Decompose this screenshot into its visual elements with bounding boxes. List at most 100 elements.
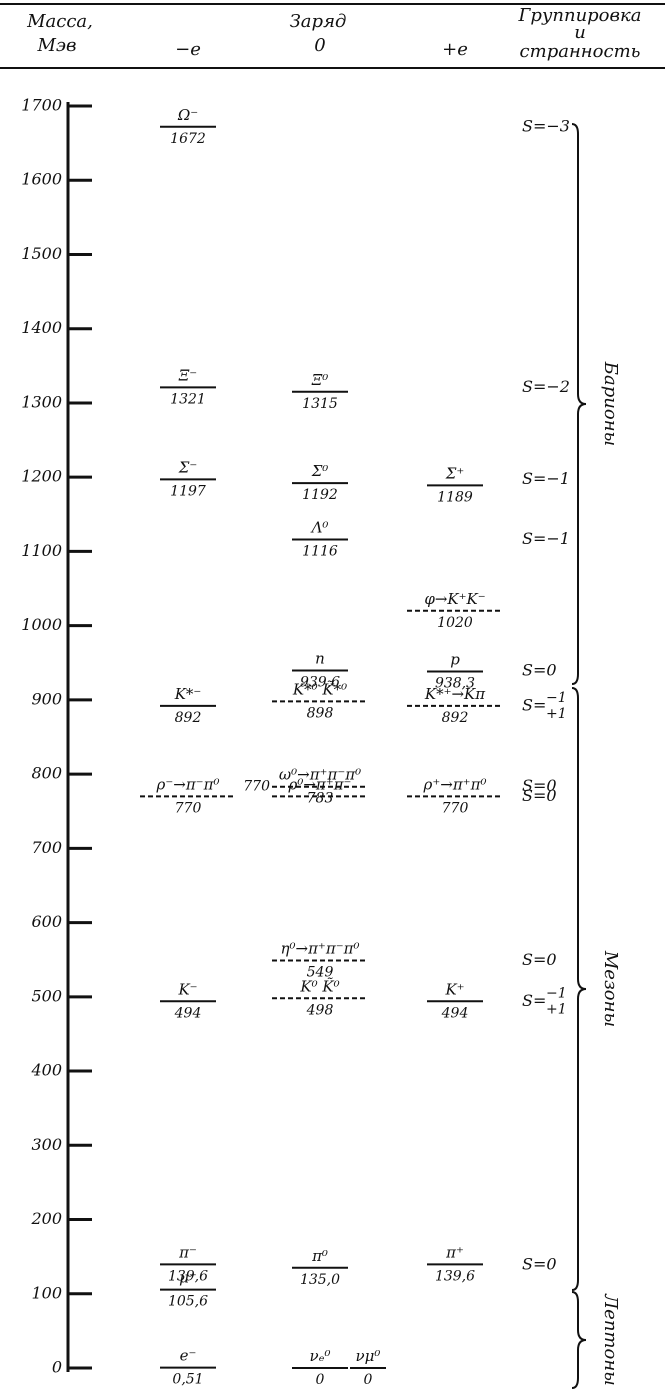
mass-label: 1116 — [302, 544, 338, 560]
y-tick-label: 700 — [31, 838, 62, 857]
column-label: +е — [442, 39, 468, 60]
group-name: Барионы — [600, 361, 621, 446]
particle-name: φ→K⁺K⁻ — [424, 590, 485, 608]
y-tick-label: 1100 — [21, 541, 62, 560]
particle-name: ρ⁰→π⁺π⁻ — [288, 775, 352, 793]
mass-label: 938,3 — [435, 675, 475, 691]
group-label: и — [574, 22, 586, 43]
particle-name: ρ⁻→π⁻π⁰ — [156, 775, 220, 793]
particle-name: νₑ⁰ — [310, 1347, 331, 1365]
group-name: Лептоны — [600, 1293, 621, 1386]
y-tick-label: 1200 — [21, 467, 62, 486]
particle-name: Σ⁰ — [311, 462, 329, 480]
column-label: −е — [175, 39, 201, 60]
particle-name: Σ⁺ — [445, 464, 465, 482]
y-tick-label: 300 — [31, 1135, 62, 1154]
mass-label: 494 — [441, 1005, 469, 1021]
mass-label: 1672 — [170, 131, 206, 147]
mass-label: 0 — [364, 1372, 373, 1388]
mass-label: 549 — [307, 964, 334, 980]
mass-label: 770 — [442, 800, 469, 816]
strangeness-upper: −1 — [546, 690, 567, 706]
particle-name: η⁰→π⁺π⁻π⁰ — [281, 939, 360, 957]
strangeness-lower: +1 — [546, 1001, 567, 1017]
y-tick-label: 1000 — [21, 615, 62, 634]
y-tick-label: 1400 — [21, 318, 62, 337]
particle-name: K⁺ — [444, 980, 464, 998]
mass-label: 939,6 — [300, 674, 340, 690]
particle-name: μ⁻ — [179, 1269, 197, 1287]
strangeness: S= — [522, 991, 546, 1010]
particle-name: K⁻ — [177, 980, 197, 998]
strangeness-upper: −1 — [546, 985, 567, 1001]
particle-name: n — [315, 649, 325, 667]
particle-name: Λ⁰ — [310, 519, 329, 537]
mass-label: 135,0 — [300, 1272, 340, 1288]
particle-name: e⁻ — [180, 1347, 197, 1365]
y-tick-label: 800 — [31, 764, 62, 783]
group-label: Группировка — [518, 5, 642, 26]
strangeness-lower: +1 — [546, 706, 567, 722]
particle-name: K*⁻ — [174, 685, 202, 703]
mass-label: 1197 — [170, 483, 206, 499]
strangeness: S=0 — [522, 776, 557, 795]
mass-label: 1192 — [302, 487, 338, 503]
y-label: Масса, — [26, 11, 93, 32]
y-tick-label: 500 — [31, 986, 62, 1005]
mass-label: 0,51 — [172, 1372, 203, 1388]
y-tick-label: 400 — [30, 1061, 62, 1080]
strangeness: S=−2 — [522, 377, 570, 396]
y-tick-label: 1600 — [21, 170, 62, 189]
particle-name: Ξ⁻ — [178, 366, 197, 384]
particle-name: K*⁺→Kπ — [424, 685, 486, 703]
y-tick-label: 900 — [31, 689, 62, 708]
mass-label: 770 — [243, 778, 270, 794]
strangeness: S=−3 — [522, 116, 570, 135]
y-tick-label: 1500 — [21, 244, 62, 263]
mass-label: 892 — [442, 710, 469, 726]
particle-name: Σ⁻ — [178, 458, 198, 476]
group-name: Мезоны — [600, 950, 621, 1027]
particle-name: p — [450, 650, 460, 668]
strangeness: S=0 — [522, 950, 557, 969]
particle-name: ω⁰→π⁺π⁻π⁰ — [279, 766, 361, 784]
mass-label: 139,6 — [168, 1268, 208, 1284]
mass-label: 783 — [307, 791, 334, 807]
mass-label: 498 — [306, 1002, 334, 1018]
y-tick-label: 100 — [31, 1283, 62, 1302]
strangeness: S= — [522, 695, 546, 714]
y-tick-label: 0 — [52, 1358, 62, 1377]
group-label: странность — [520, 41, 641, 62]
mass-label: 1020 — [437, 615, 473, 631]
mass-label: 0 — [316, 1372, 325, 1388]
y-tick-label: 1300 — [21, 392, 62, 411]
mass-label: 770 — [175, 800, 202, 816]
brace — [571, 1291, 587, 1389]
y-label: Мэв — [37, 35, 77, 56]
particle-name: π⁰ — [311, 1247, 328, 1265]
strangeness: S=0 — [522, 660, 557, 679]
particle-name: Ξ⁰ — [311, 371, 329, 389]
mass-label: 1315 — [302, 396, 338, 412]
particle-name: Ω⁻ — [177, 106, 198, 124]
brace — [571, 687, 587, 1291]
particle-name: K*⁰ K̃*⁰ — [292, 680, 347, 698]
mass-label: 1189 — [437, 489, 473, 505]
mass-label: 892 — [175, 710, 202, 726]
y-tick-label: 600 — [31, 912, 62, 931]
y-tick-label: 200 — [30, 1209, 62, 1228]
strangeness: S=0 — [522, 1254, 557, 1273]
strangeness: S=−1 — [522, 529, 570, 548]
strangeness: S=0 — [522, 786, 557, 805]
particle-name: K⁰ K̃⁰ — [299, 977, 339, 995]
brace — [571, 123, 587, 685]
particle-name: ρ⁺→π⁺π⁰ — [423, 775, 487, 793]
column-label: 0 — [314, 35, 325, 56]
y-tick-label: 1700 — [21, 96, 62, 115]
particle-name: π⁺ — [445, 1243, 464, 1261]
mass-label: 139,6 — [435, 1268, 475, 1284]
mass-label: 898 — [307, 705, 334, 721]
particle-name: νμ⁰ — [356, 1347, 381, 1365]
particle-name: π⁻ — [178, 1243, 197, 1261]
